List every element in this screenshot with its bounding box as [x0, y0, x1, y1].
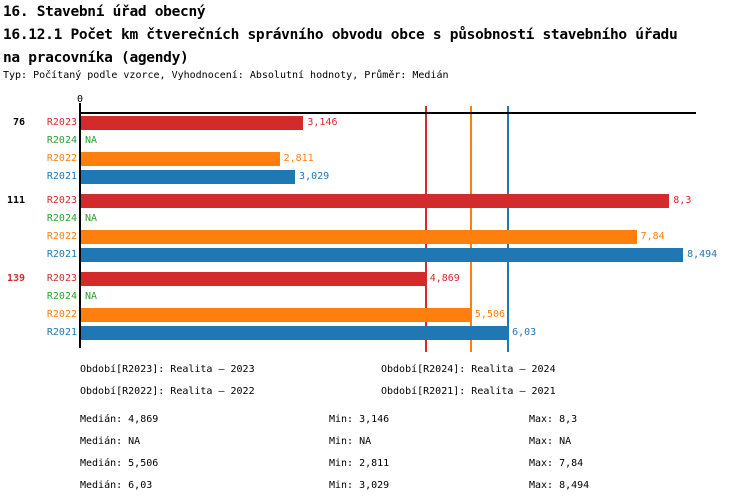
- series-label: R2023: [46, 117, 77, 128]
- stat-max-r2022: Max: 7,84: [529, 458, 584, 469]
- bar-value-label: 8,3: [673, 195, 692, 206]
- legend-item-r2023: Období[R2023]: Realita – 2023: [80, 364, 255, 375]
- bar-value-label: NA: [85, 291, 98, 302]
- series-label: R2023: [46, 273, 77, 284]
- bar-r2023: [80, 272, 426, 286]
- stat-min-r2021: Min: 3,029: [329, 480, 390, 491]
- bar-value-label: 8,494: [687, 249, 718, 260]
- median-line-r2023: [424, 106, 427, 352]
- bar-value-label: 3,146: [307, 117, 338, 128]
- bar-r2021: [80, 170, 296, 184]
- stat-median-r2022: Medián: 5,506: [80, 458, 159, 469]
- series-label: R2024: [46, 291, 77, 302]
- median-line-r2022: [469, 106, 472, 352]
- series-label: R2022: [46, 309, 77, 320]
- stat-median-r2023: Medián: 4,869: [80, 414, 159, 425]
- median-line-r2021: [507, 106, 510, 352]
- legend-item-r2024: Období[R2024]: Realita – 2024: [381, 364, 556, 375]
- legend-item-r2021: Období[R2021]: Realita – 2021: [381, 386, 556, 397]
- group-label: 76: [12, 117, 25, 128]
- series-label: R2024: [46, 135, 77, 146]
- y-axis-line: [79, 103, 81, 348]
- indicator-title-line2: na pracovníka (agendy): [3, 50, 189, 66]
- series-label: R2021: [46, 327, 77, 338]
- bar-r2021: [80, 248, 684, 262]
- series-label: R2024: [46, 213, 77, 224]
- bar-value-label: 6,03: [512, 327, 537, 338]
- stat-median-r2021: Medián: 6,03: [80, 480, 153, 491]
- bar-r2021: [80, 326, 509, 340]
- bar-r2023: [80, 116, 304, 130]
- stat-max-r2021: Max: 8,494: [529, 480, 590, 491]
- stat-median-r2024: Medián: NA: [80, 436, 141, 447]
- series-label: R2021: [46, 249, 77, 260]
- bar-value-label: 7,84: [640, 231, 665, 242]
- x-axis-zero-tick-label: 0: [76, 94, 84, 105]
- stat-min-r2023: Min: 3,146: [329, 414, 390, 425]
- x-axis-line: [79, 112, 696, 114]
- series-label: R2022: [46, 153, 77, 164]
- indicator-title-line1: 16.12.1 Počet km čtverečních správního o…: [3, 27, 678, 43]
- bar-value-label: NA: [85, 135, 98, 146]
- bar-r2022: [80, 308, 471, 322]
- report-section-title: 16. Stavební úřad obecný: [3, 4, 206, 20]
- series-label: R2021: [46, 171, 77, 182]
- group-label: 139: [6, 273, 25, 284]
- bar-r2022: [80, 152, 280, 166]
- legend-item-r2022: Období[R2022]: Realita – 2022: [80, 386, 255, 397]
- bar-r2023: [80, 194, 670, 208]
- bar-value-label: NA: [85, 213, 98, 224]
- group-label: 111: [6, 195, 25, 206]
- stat-max-r2024: Max: NA: [529, 436, 572, 447]
- series-label: R2022: [46, 231, 77, 242]
- bar-value-label: 4,869: [429, 273, 460, 284]
- bar-value-label: 2,811: [283, 153, 314, 164]
- stat-min-r2024: Min: NA: [329, 436, 372, 447]
- indicator-meta: Typ: Počítaný podle vzorce, Vyhodnocení:…: [3, 70, 449, 81]
- series-label: R2023: [46, 195, 77, 206]
- bar-r2022: [80, 230, 637, 244]
- bar-value-label: 5,506: [474, 309, 506, 320]
- bar-value-label: 3,029: [299, 171, 330, 182]
- stat-min-r2022: Min: 2,811: [329, 458, 390, 469]
- stat-max-r2023: Max: 8,3: [529, 414, 578, 425]
